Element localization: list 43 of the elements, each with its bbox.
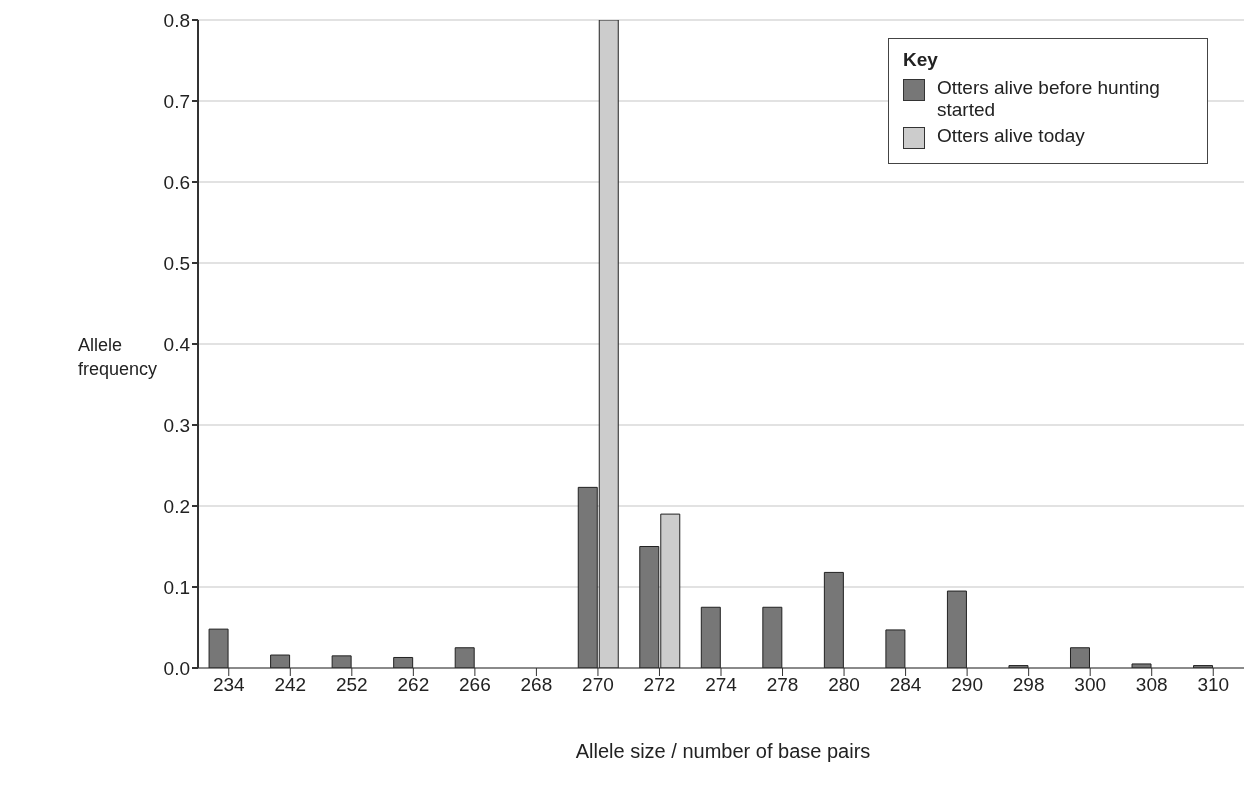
y-tick-label: 0.5 bbox=[163, 252, 190, 274]
y-tick-label: 0.0 bbox=[163, 657, 190, 679]
bar bbox=[270, 654, 291, 668]
x-tick-label: 274 bbox=[705, 674, 738, 696]
bar bbox=[700, 606, 721, 668]
x-tick-label: 266 bbox=[459, 674, 491, 696]
x-tick-label: 284 bbox=[889, 674, 922, 696]
x-tick-label: 298 bbox=[1012, 674, 1045, 696]
y-tick-label: 0.2 bbox=[163, 495, 190, 517]
x-tick-label: 278 bbox=[766, 674, 799, 696]
y-tick-label: 0.4 bbox=[163, 333, 191, 355]
x-tick-label: 308 bbox=[1135, 674, 1168, 696]
bar bbox=[393, 656, 414, 668]
x-tick-label: 262 bbox=[397, 674, 430, 696]
bar bbox=[331, 655, 352, 668]
y-tick-label: 0.1 bbox=[163, 576, 190, 598]
bar bbox=[885, 629, 906, 668]
legend-label: Otters alive before hunting started bbox=[937, 77, 1161, 121]
bar bbox=[1131, 663, 1152, 668]
x-tick-label: 310 bbox=[1197, 674, 1230, 696]
y-tick-label: 0.6 bbox=[163, 171, 190, 193]
bar bbox=[762, 606, 783, 668]
y-tick-label: 0.8 bbox=[163, 9, 190, 31]
x-tick-label: 252 bbox=[335, 674, 368, 696]
bar bbox=[823, 571, 844, 668]
x-tick-label: 290 bbox=[951, 674, 983, 696]
legend-label: Otters alive today bbox=[937, 125, 1086, 147]
x-tick-label: 242 bbox=[274, 674, 307, 696]
legend-title: Key bbox=[903, 49, 939, 71]
bar bbox=[208, 628, 229, 668]
x-axis-title: Allele size / number of base pairs bbox=[574, 740, 872, 763]
bar bbox=[946, 590, 967, 668]
y-tick-label: 0.7 bbox=[163, 90, 190, 112]
x-tick-label: 234 bbox=[212, 674, 246, 696]
bar bbox=[454, 647, 475, 668]
x-tick-label: 270 bbox=[582, 674, 614, 696]
x-tick-label: 300 bbox=[1074, 674, 1107, 696]
x-tick-label: 272 bbox=[643, 674, 676, 696]
bar bbox=[1069, 647, 1090, 668]
y-axis-title: Allele frequency bbox=[78, 335, 158, 379]
x-tick-label: 280 bbox=[828, 674, 860, 696]
y-tick-label: 0.3 bbox=[163, 414, 190, 436]
x-tick-label: 268 bbox=[520, 674, 553, 696]
